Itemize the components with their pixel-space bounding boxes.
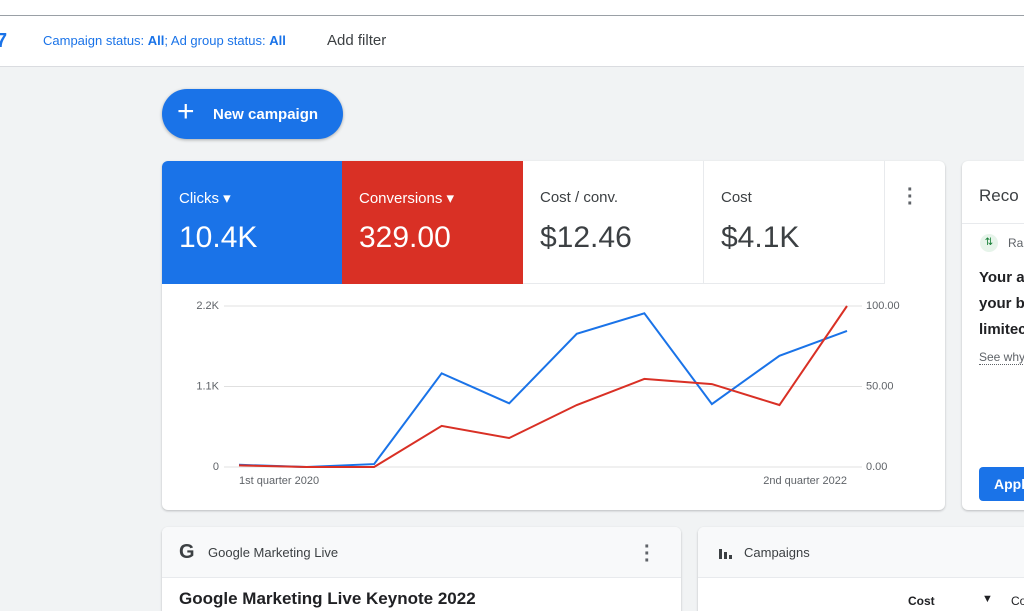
filter-value: All — [269, 33, 286, 48]
plus-icon: + — [177, 95, 195, 128]
button-label: New campaign — [213, 106, 319, 123]
text-line: Your a — [979, 269, 1024, 286]
top-border — [0, 15, 1024, 16]
series-line — [238, 305, 848, 468]
text-line: limitec — [979, 321, 1024, 338]
more-menu[interactable]: · · · — [644, 536, 651, 572]
text-line: your b — [979, 295, 1024, 312]
new-campaign-button[interactable]: + New campaign — [162, 89, 343, 139]
scorecard[interactable]: Cost $4.1K — [704, 161, 885, 284]
card-title: Google Marketing Live Keynote 2022 — [179, 589, 476, 608]
x-tick-label: 2nd quarter 2022 — [763, 475, 847, 487]
card-header-title: Google Marketing Live — [208, 545, 339, 560]
scorecard-value: 329.00 — [359, 221, 451, 254]
see-why-link[interactable]: See why — [979, 350, 1024, 365]
scorecard-label: Conversions ▾ — [359, 190, 455, 207]
filter-bar: 7 Campaign status: All; Ad group status:… — [0, 0, 1024, 67]
metric-name: Conversions — [359, 190, 443, 207]
scorecard-label: Cost — [721, 189, 752, 206]
card-title: Reco — [979, 186, 1019, 205]
y2-tick-label: 0.00 — [866, 461, 887, 473]
campaigns-card: Campaigns Cost ▼ Co — [698, 527, 1024, 611]
recommendations-card: Reco ⇅ Ra Your a your b limitec See why Ap… — [962, 161, 1024, 510]
sort-arrow[interactable]: ▼ — [982, 593, 993, 605]
recommendation-text: Your a your b limitec — [979, 265, 1024, 343]
add-filter[interactable]: Add filter — [327, 32, 387, 49]
y-tick-label: 1.1K — [196, 380, 219, 392]
google-logo: G — [179, 541, 195, 563]
bar-icon — [719, 549, 732, 559]
metric-name: Clicks — [179, 190, 219, 207]
scorecard-label: Cost / conv. — [540, 189, 619, 206]
divider — [962, 223, 1024, 224]
card-header — [162, 527, 681, 578]
column-header[interactable]: Cost — [908, 594, 935, 608]
tag-label: Ra — [1008, 236, 1024, 250]
apply-button[interactable]: Appl — [979, 467, 1024, 501]
scorecard-value: $4.1K — [721, 221, 800, 254]
series-line — [238, 312, 848, 469]
y-tick-label: 0 — [213, 461, 219, 473]
card-header — [698, 527, 1024, 578]
y2-tick-label: 100.00 — [866, 300, 900, 312]
scorecard-value: $12.46 — [540, 221, 632, 254]
column-header[interactable]: Co — [1011, 594, 1024, 608]
scorecard[interactable]: Clicks ▾ 10.4K — [162, 161, 342, 284]
performance-card: Clicks ▾ 10.4K Conversions ▾ 329.00 Cost… — [162, 161, 945, 510]
y2-tick-label: 50.00 — [866, 380, 894, 392]
scorecard-label: Clicks ▾ — [179, 190, 231, 207]
card-header-title: Campaigns — [744, 545, 810, 560]
more-menu[interactable]: · · · — [907, 179, 914, 215]
filter-value: All — [147, 33, 165, 48]
x-tick-label: 1st quarter 2020 — [239, 475, 319, 487]
filter-icon[interactable]: 7 — [0, 30, 8, 52]
tag-icon: ⇅ — [980, 234, 998, 252]
filter-label: ; Ad group status: — [164, 33, 270, 48]
scorecard[interactable]: Conversions ▾ 329.00 — [342, 161, 523, 284]
y-tick-label: 2.2K — [196, 300, 219, 312]
scorecard-value: 10.4K — [179, 221, 258, 254]
gml-card: G Google Marketing Live · · · Google Marke… — [162, 527, 681, 611]
filter-summary[interactable]: Campaign status: All; Ad group status: A… — [43, 33, 286, 48]
scorecard[interactable]: Cost / conv. $12.46 — [523, 161, 704, 284]
filter-label: Campaign status: — [43, 33, 148, 48]
